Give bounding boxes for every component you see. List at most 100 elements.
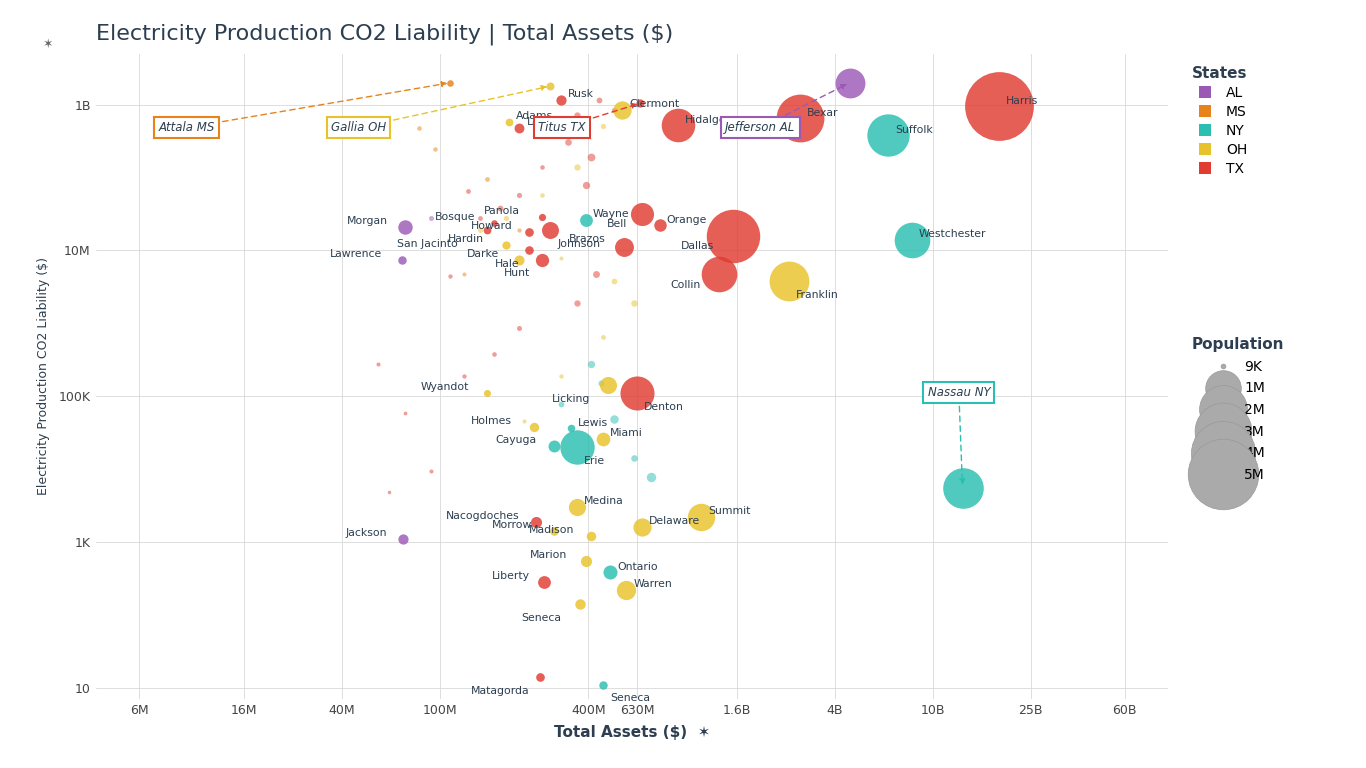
Point (649, 220, 671, 232)
Text: Medina: Medina (585, 496, 624, 506)
Point (494, 212, 516, 224)
Point (540, 224, 561, 237)
Point (581, 530, 602, 542)
Text: Licking: Licking (552, 394, 590, 404)
Text: Cayuga: Cayuga (496, 435, 537, 445)
Point (877, 129, 899, 141)
Text: Warren: Warren (634, 579, 672, 589)
Text: Franklin: Franklin (795, 290, 839, 300)
Text: Harris: Harris (1005, 95, 1038, 105)
Text: Hale: Hale (494, 259, 519, 269)
Point (550, 369, 572, 382)
Text: Titus TX: Titus TX (538, 104, 637, 134)
Point (581, 357, 602, 369)
Point (723, 230, 744, 242)
Text: Matagorda: Matagorda (471, 686, 530, 696)
Point (575, 179, 597, 191)
Point (631, 521, 653, 533)
Point (667, 119, 688, 131)
Point (593, 432, 615, 445)
Text: Seneca: Seneca (611, 694, 650, 703)
Point (560, 422, 582, 435)
Text: Gallia OH: Gallia OH (331, 86, 546, 134)
Point (367, 357, 389, 369)
Text: Brazos: Brazos (568, 233, 605, 244)
Point (518, 244, 540, 257)
Point (988, 100, 1009, 112)
Point (587, 94, 609, 107)
Text: Collin: Collin (669, 280, 701, 290)
Point (393, 407, 415, 419)
Point (613, 241, 635, 253)
Point (393, 220, 415, 233)
Point (508, 224, 530, 237)
Point (494, 239, 516, 251)
Point (623, 296, 645, 309)
Text: Lamar: Lamar (526, 118, 561, 127)
Text: Dallas: Dallas (680, 241, 714, 251)
Point (475, 173, 497, 185)
Text: Seneca: Seneca (522, 613, 561, 623)
Point (454, 267, 475, 280)
Point (508, 122, 530, 134)
Point (566, 501, 587, 513)
Point (489, 202, 511, 214)
Point (590, 377, 612, 389)
Point (544, 120, 566, 132)
Point (469, 212, 490, 224)
Text: Bexar: Bexar (807, 108, 839, 118)
Point (550, 94, 572, 107)
Point (581, 151, 602, 164)
Point (566, 296, 587, 309)
Point (469, 224, 490, 237)
Point (593, 331, 615, 343)
Legend: 9K, 1M, 2M, 3M, 4M, 5M: 9K, 1M, 2M, 3M, 4M, 5M (1186, 332, 1290, 488)
Point (708, 267, 729, 280)
Point (570, 598, 591, 611)
Point (544, 525, 566, 538)
Text: Rusk: Rusk (568, 90, 594, 100)
Text: Delaware: Delaware (649, 516, 701, 526)
Point (508, 253, 530, 266)
Text: Bosque: Bosque (436, 212, 475, 222)
Text: Orange: Orange (667, 215, 708, 225)
Text: Wyandot: Wyandot (421, 382, 469, 392)
Point (790, 112, 811, 124)
Point (529, 670, 550, 683)
Point (550, 252, 572, 264)
Point (557, 136, 579, 148)
Text: Madison: Madison (529, 525, 574, 535)
Text: Ontario: Ontario (617, 561, 657, 571)
Text: Panola: Panola (484, 206, 520, 216)
Point (597, 379, 619, 392)
Text: Hidalgo: Hidalgo (684, 114, 727, 124)
Point (900, 233, 922, 246)
Point (458, 185, 479, 197)
Text: Lewis: Lewis (578, 418, 608, 428)
Text: San Jacinto: San Jacinto (396, 239, 458, 249)
Point (423, 142, 445, 154)
Point (544, 439, 566, 452)
Text: Holmes: Holmes (471, 416, 512, 426)
Point (575, 214, 597, 227)
Text: Nacogdoches: Nacogdoches (445, 511, 519, 521)
Text: Hardin: Hardin (448, 234, 484, 244)
Point (518, 226, 540, 238)
Text: Denton: Denton (643, 402, 684, 412)
Point (523, 421, 545, 433)
Y-axis label: Electricity Production CO2 Liability ($): Electricity Production CO2 Liability ($) (37, 257, 51, 495)
Text: Electricity Production CO2 Liability | Total Assets ($): Electricity Production CO2 Liability | T… (96, 24, 673, 45)
Text: Jefferson AL: Jefferson AL (725, 84, 846, 134)
Text: Liberty: Liberty (492, 571, 530, 581)
Point (525, 515, 546, 528)
Point (585, 267, 607, 280)
Point (421, 465, 443, 477)
Point (839, 77, 861, 89)
Point (566, 109, 587, 121)
Point (777, 275, 799, 287)
Point (508, 189, 530, 201)
Point (475, 387, 497, 399)
Point (531, 189, 553, 201)
Text: Hunt: Hunt (504, 268, 530, 278)
Text: Howard: Howard (471, 221, 512, 231)
